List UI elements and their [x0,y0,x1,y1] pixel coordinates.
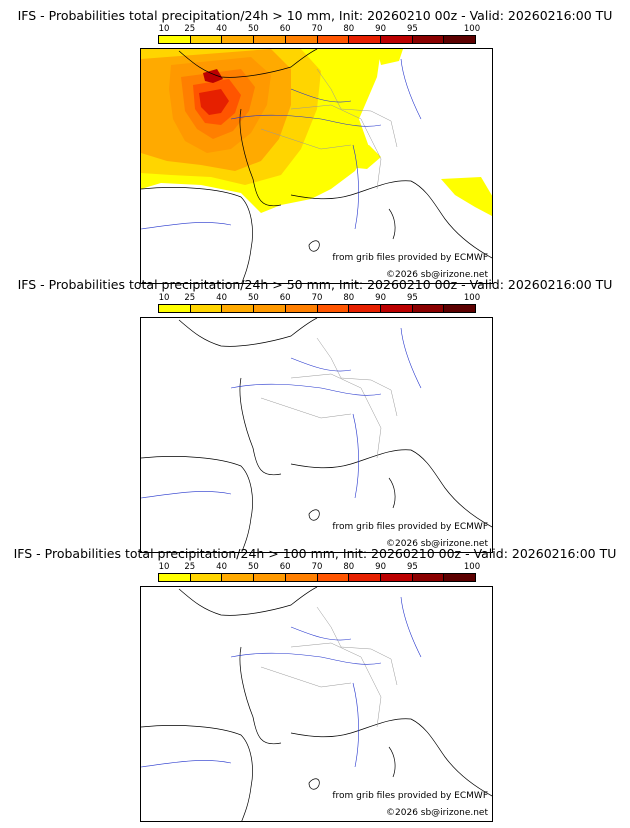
colorbar-swatch [444,574,476,581]
probability-colorbar: 10 25 40 50 60 70 80 90 95 100 [158,24,481,45]
colorbar-swatches [158,304,476,313]
colorbar-tick-label: 50 [247,293,259,303]
map-drawing [141,587,492,821]
colorbar-tick-label: 50 [247,24,259,34]
colorbar-swatch [380,36,413,43]
colorbar-tick-label: 100 [463,562,481,572]
colorbar-tick-label: 70 [311,562,323,572]
source-credit: from grib files provided by ECMWF [332,253,488,263]
colorbar-swatches [158,35,476,44]
colorbar-tick-label: 10 [158,562,170,572]
colorbar-swatches [158,573,476,582]
colorbar-ticks: 10 25 40 50 60 70 80 90 95 100 [158,24,481,34]
rivers [141,58,422,230]
colorbar-tick-label: 40 [216,562,228,572]
colorbar-tick-label: 70 [311,293,323,303]
colorbar-swatch [317,305,350,312]
colorbar-swatch [222,574,255,581]
borders [260,68,398,190]
map-panel-50mm: IFS - Probabilities total precipitation/… [0,277,630,553]
colorbar-tick-label: 60 [279,562,291,572]
borders [260,337,398,459]
colorbar-tick-label: 80 [343,293,355,303]
colorbar-swatch [380,305,413,312]
colorbar-swatch [222,36,255,43]
colorbar-swatch [349,36,381,43]
colorbar-tick-label: 50 [247,562,259,572]
panel-title: IFS - Probabilities total precipitation/… [17,8,613,23]
source-credit: from grib files provided by ECMWF [332,791,488,801]
colorbar-swatch [159,305,191,312]
colorbar-swatch [254,36,286,43]
map-drawing [141,318,492,552]
probability-shading [141,49,492,216]
colorbar-tick-label: 95 [406,293,418,303]
colorbar-swatch [190,305,223,312]
colorbar-swatch [444,36,476,43]
colorbar-swatch [285,574,318,581]
colorbar-swatch [222,305,255,312]
colorbar-swatch [190,574,223,581]
colorbar-swatch [285,36,318,43]
rivers [141,596,422,768]
colorbar-swatch [190,36,223,43]
colorbar-swatch [349,574,381,581]
colorbar-swatch [159,36,191,43]
colorbar-swatch [412,574,445,581]
colorbar-swatch [412,305,445,312]
map-panel-100mm: IFS - Probabilities total precipitation/… [0,546,630,822]
colorbar-swatch [412,36,445,43]
colorbar-tick-label: 10 [158,24,170,34]
colorbar-tick-label: 70 [311,24,323,34]
colorbar-tick-label: 90 [375,24,387,34]
precipitation-map: from grib files provided by ECMWF ©2026 … [140,586,493,822]
coastlines [141,49,492,283]
probability-colorbar: 10 25 40 50 60 70 80 90 95 100 [158,562,481,583]
colorbar-ticks: 10 25 40 50 60 70 80 90 95 100 [158,562,481,572]
copyright-notice: ©2026 sb@irizone.net [386,539,488,549]
rivers [141,327,422,499]
colorbar-swatch [254,574,286,581]
colorbar-swatch [254,305,286,312]
colorbar-tick-label: 25 [184,562,196,572]
colorbar-tick-label: 100 [463,24,481,34]
colorbar-swatch [349,305,381,312]
colorbar-tick-label: 80 [343,562,355,572]
map-panel-10mm: IFS - Probabilities total precipitation/… [0,8,630,284]
colorbar-tick-label: 25 [184,24,196,34]
probability-colorbar: 10 25 40 50 60 70 80 90 95 100 [158,293,481,314]
colorbar-swatch [317,36,350,43]
colorbar-swatch [317,574,350,581]
colorbar-tick-label: 95 [406,562,418,572]
colorbar-swatch [380,574,413,581]
panel-title: IFS - Probabilities total precipitation/… [13,546,617,561]
colorbar-tick-label: 95 [406,24,418,34]
colorbar-tick-label: 60 [279,293,291,303]
map-drawing [141,49,492,283]
colorbar-tick-label: 100 [463,293,481,303]
precipitation-map: from grib files provided by ECMWF ©2026 … [140,317,493,553]
colorbar-tick-label: 80 [343,24,355,34]
borders [260,606,398,728]
colorbar-tick-label: 25 [184,293,196,303]
coastlines [141,587,492,821]
precipitation-map: from grib files provided by ECMWF ©2026 … [140,48,493,284]
colorbar-tick-label: 10 [158,293,170,303]
colorbar-tick-label: 60 [279,24,291,34]
colorbar-tick-label: 90 [375,293,387,303]
colorbar-ticks: 10 25 40 50 60 70 80 90 95 100 [158,293,481,303]
panel-title: IFS - Probabilities total precipitation/… [17,277,613,292]
coastlines [141,318,492,552]
colorbar-swatch [159,574,191,581]
colorbar-swatch [285,305,318,312]
colorbar-tick-label: 40 [216,293,228,303]
copyright-notice: ©2026 sb@irizone.net [386,270,488,280]
source-credit: from grib files provided by ECMWF [332,522,488,532]
colorbar-swatch [444,305,476,312]
colorbar-tick-label: 40 [216,24,228,34]
colorbar-tick-label: 90 [375,562,387,572]
copyright-notice: ©2026 sb@irizone.net [386,808,488,818]
